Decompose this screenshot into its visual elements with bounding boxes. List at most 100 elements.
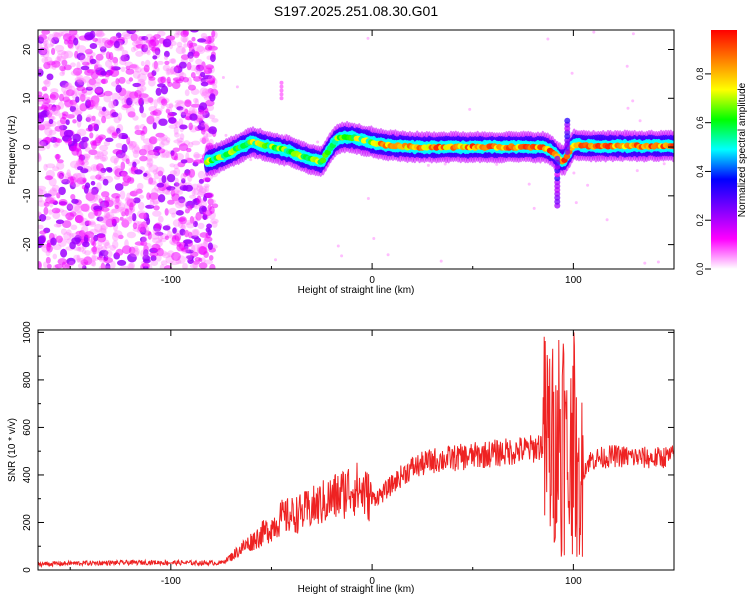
noise-speckle <box>174 99 185 105</box>
noise-speckle <box>113 115 121 124</box>
noise-speckle <box>179 61 187 69</box>
noise-speckle <box>94 87 103 93</box>
noise-speckle <box>78 92 86 101</box>
noise-speckle <box>112 240 119 249</box>
noise-speckle <box>61 178 71 185</box>
noise-speckle <box>439 259 443 263</box>
noise-speckle <box>43 163 48 171</box>
noise-speckle <box>120 66 126 73</box>
noise-speckle <box>82 241 90 248</box>
noise-speckle <box>51 36 60 45</box>
noise-speckle <box>48 97 56 104</box>
noise-speckle <box>123 33 132 40</box>
noise-speckle <box>210 218 219 224</box>
noise-speckle <box>200 81 209 87</box>
noise-speckle <box>84 147 92 152</box>
noise-speckle <box>114 168 124 178</box>
noise-speckle <box>165 190 171 195</box>
noise-speckle <box>626 106 630 110</box>
noise-speckle <box>176 241 182 247</box>
noise-speckle <box>41 86 48 92</box>
noise-speckle <box>90 246 100 255</box>
noise-speckle <box>372 237 376 240</box>
noise-speckle <box>80 65 90 71</box>
colorbar-axes: 0.0 0.2 0.4 0.6 0.8 <box>695 68 711 275</box>
noise-speckle <box>173 167 181 177</box>
noise-speckle <box>138 194 145 199</box>
noise-speckle <box>46 263 52 269</box>
noise-speckle <box>88 149 98 156</box>
noise-speckle <box>184 108 189 115</box>
noise-speckle <box>93 194 101 200</box>
noise-speckle <box>168 117 177 124</box>
noise-speckle <box>206 80 216 85</box>
noise-speckle <box>207 198 214 206</box>
noise-speckle <box>65 119 70 126</box>
noise-speckle <box>184 89 190 97</box>
noise-speckle <box>154 222 163 230</box>
noise-speckle <box>63 50 74 59</box>
noise-speckle <box>168 124 178 129</box>
noise-speckle <box>76 77 84 83</box>
noise-speckle <box>133 144 140 153</box>
noise-speckle <box>84 250 91 256</box>
noise-speckle <box>58 186 66 196</box>
noise-speckle <box>198 187 207 196</box>
noise-speckle <box>126 30 137 35</box>
noise-speckle <box>200 139 210 144</box>
noise-speckle <box>121 219 130 228</box>
noise-speckle <box>60 228 67 235</box>
noise-speckle <box>207 204 212 211</box>
noise-speckle <box>54 263 63 269</box>
noise-speckle <box>76 254 81 263</box>
noise-speckle <box>140 60 145 67</box>
noise-speckle <box>128 262 135 269</box>
noise-speckle <box>149 198 155 208</box>
noise-speckle <box>86 99 96 108</box>
noise-speckle <box>38 97 46 105</box>
noise-speckle <box>572 171 576 175</box>
noise-speckle <box>84 32 94 41</box>
noise-speckle <box>570 71 574 75</box>
noise-speckle <box>69 105 77 113</box>
noise-speckle <box>195 58 203 65</box>
noise-speckle <box>45 250 51 257</box>
noise-speckle <box>70 224 78 231</box>
noise-speckle <box>115 84 122 94</box>
noise-speckle <box>42 137 53 143</box>
noise-speckle <box>119 190 126 200</box>
noise-speckle <box>73 254 80 261</box>
noise-speckle <box>65 263 71 269</box>
noise-speckle <box>141 235 148 245</box>
noise-speckle <box>203 131 209 139</box>
noise-speckle <box>165 103 174 108</box>
noise-speckle <box>206 223 213 229</box>
noise-speckle <box>115 195 120 204</box>
noise-speckle <box>157 170 164 177</box>
noise-speckle <box>51 207 61 214</box>
noise-speckle <box>70 62 76 68</box>
noise-speckle <box>532 206 536 210</box>
noise-speckle <box>197 109 204 115</box>
noise-speckle <box>132 222 138 230</box>
noise-speckle <box>111 92 120 102</box>
noise-speckle <box>101 115 107 124</box>
noise-speckle <box>204 236 213 242</box>
noise-speckle <box>170 58 177 65</box>
noise-speckle <box>94 150 104 160</box>
noise-speckle <box>99 144 109 152</box>
noise-speckle <box>184 205 191 211</box>
noise-speckle <box>199 137 210 143</box>
noise-speckle <box>162 225 171 231</box>
noise-speckle <box>51 47 56 56</box>
noise-speckle <box>97 37 107 44</box>
noise-speckle <box>181 221 186 230</box>
noise-speckle <box>194 98 200 107</box>
spectrogram-y-axis-label: Frequency (Hz) <box>7 116 18 185</box>
noise-speckle <box>164 50 170 58</box>
noise-speckle <box>86 80 94 90</box>
noise-speckle <box>141 225 150 234</box>
noise-speckle <box>59 71 65 77</box>
noise-speckle <box>122 217 128 225</box>
noise-speckle <box>49 187 58 197</box>
